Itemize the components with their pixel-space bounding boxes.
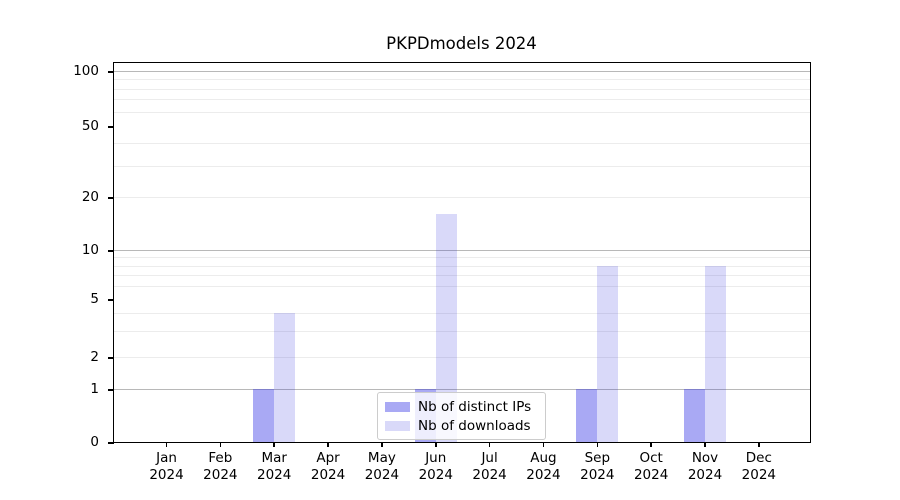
x-label-jan: Jan 2024: [135, 450, 199, 484]
x-label-month: Mar: [261, 450, 287, 466]
x-tick-nov: [704, 442, 706, 447]
bar-nb-of-downloads-mar: [274, 313, 296, 442]
legend-item-distinct-ips: Nb of distinct IPs: [385, 397, 538, 416]
y-tick-20: [108, 197, 114, 199]
y-label-1: 1: [90, 381, 99, 397]
x-label-month: Jun: [425, 450, 447, 466]
x-label-year: 2024: [472, 466, 507, 483]
x-tick-jan: [165, 442, 168, 447]
legend-label-downloads: Nb of downloads: [418, 417, 531, 434]
x-tick-dec: [758, 442, 760, 447]
y-tick-0: [108, 442, 114, 444]
bar-nb-of-downloads-jun: [435, 214, 457, 442]
gridline-20: [114, 197, 810, 198]
x-tick-sep: [596, 442, 599, 447]
legend: Nb of distinct IPs Nb of downloads: [377, 392, 546, 440]
x-label-oct: Oct 2024: [619, 450, 683, 484]
gridline-100: [114, 71, 810, 72]
y-label-2: 2: [90, 349, 99, 365]
gridline-2: [114, 357, 810, 358]
bar-nb-of-downloads-sep: [597, 265, 619, 442]
y-label-10: 10: [81, 242, 99, 258]
x-tick-oct: [650, 442, 652, 447]
y-axis-labels: 0 1 2 5 10 20 50 100: [0, 63, 103, 450]
y-tick-50: [108, 126, 114, 128]
x-label-may: May 2024: [350, 450, 414, 484]
x-label-year: 2024: [149, 466, 184, 483]
x-label-year: 2024: [364, 466, 400, 483]
x-label-month: Aug: [530, 450, 557, 466]
y-tick-5: [108, 299, 114, 301]
x-label-mar: Mar 2024: [242, 450, 306, 484]
gridline-4: [114, 313, 810, 315]
x-label-year: 2024: [203, 466, 238, 483]
y-tick-1: [108, 389, 114, 391]
x-label-year: 2024: [526, 466, 561, 483]
x-tick-jul: [488, 442, 491, 447]
y-label-50: 50: [81, 118, 99, 134]
x-label-month: May: [367, 450, 396, 466]
gridline-6: [114, 286, 810, 288]
x-label-jul: Jul 2024: [458, 450, 522, 484]
x-label-month: Apr: [316, 450, 340, 466]
x-label-month: Dec: [745, 450, 772, 466]
x-label-year: 2024: [310, 466, 346, 483]
x-label-sep: Sep 2024: [565, 450, 629, 484]
x-label-year: 2024: [257, 466, 292, 483]
plot-area: Nb of distinct IPs Nb of downloads Jan 20…: [108, 62, 811, 483]
y-tick-100: [108, 71, 114, 73]
gridline-7: [114, 275, 810, 277]
x-tick-apr: [327, 442, 329, 447]
x-label-month: Feb: [208, 450, 233, 466]
gridline-1: [114, 389, 810, 390]
y-label-5: 5: [90, 291, 99, 307]
gridline-40: [114, 143, 810, 145]
gridline-3: [114, 331, 810, 333]
legend-item-downloads: Nb of downloads: [385, 416, 538, 435]
bar-nb-of-distinct-ips-sep: [576, 389, 598, 442]
x-label-year: 2024: [580, 466, 615, 483]
x-label-month: Jul: [481, 450, 498, 466]
x-label-apr: Apr 2024: [296, 450, 360, 484]
y-label-100: 100: [73, 63, 99, 79]
x-label-month: Nov: [691, 450, 719, 466]
gridline-8: [114, 265, 810, 267]
y-tick-10: [108, 250, 114, 252]
x-label-month: Oct: [639, 450, 663, 466]
y-label-20: 20: [81, 189, 99, 205]
x-label-month: Jan: [156, 450, 177, 466]
gridline-70: [114, 99, 810, 101]
x-label-month: Sep: [584, 450, 611, 466]
legend-swatch-distinct-ips: [385, 401, 410, 412]
x-tick-may: [381, 442, 383, 447]
bar-nb-of-distinct-ips-nov: [684, 389, 705, 442]
legend-label-distinct-ips: Nb of distinct IPs: [418, 398, 532, 415]
x-label-year: 2024: [741, 466, 777, 483]
x-label-dec: Dec 2024: [727, 450, 791, 484]
bar-nb-of-downloads-nov: [705, 265, 726, 442]
x-tick-feb: [219, 442, 222, 447]
x-label-feb: Feb 2024: [188, 450, 252, 484]
y-tick-2: [108, 357, 114, 359]
legend-swatch-downloads: [385, 420, 410, 431]
gridline-90: [114, 79, 810, 81]
gridline-80: [114, 88, 810, 90]
x-tick-mar: [273, 442, 275, 447]
gridline-9: [114, 257, 810, 259]
x-label-aug: Aug 2024: [511, 450, 575, 484]
gridline-60: [114, 111, 810, 113]
x-tick-aug: [542, 442, 545, 447]
gridline-10: [114, 250, 810, 251]
x-label-nov: Nov 2024: [673, 450, 737, 484]
x-label-jun: Jun 2024: [404, 450, 468, 484]
bar-nb-of-distinct-ips-mar: [253, 389, 275, 442]
gridline-30: [114, 165, 810, 167]
x-tick-jun: [435, 442, 437, 447]
y-label-0: 0: [90, 434, 99, 450]
x-label-year: 2024: [418, 466, 453, 483]
x-label-year: 2024: [687, 466, 723, 483]
chart-title: PKPDmodels 2024: [386, 34, 537, 53]
x-label-year: 2024: [633, 466, 669, 483]
